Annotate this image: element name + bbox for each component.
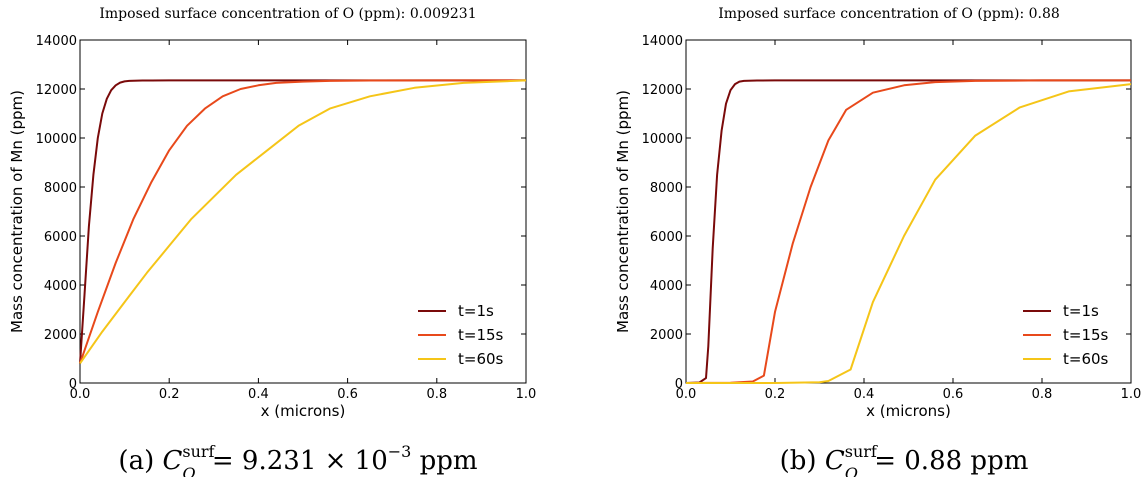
y-tick-label: 12000 [642,83,683,98]
plot-frame [685,39,1132,384]
x-tick-label: 0.6 [943,387,964,402]
y-axis-label: Mass concentration of Mn (ppm) [8,90,26,333]
y-tick-label: 4000 [650,279,683,294]
y-tick-label: 10000 [36,132,77,147]
y-tick-label: 2000 [44,328,77,343]
x-tick-label: 0.2 [159,387,180,402]
y-tick-label: 4000 [44,279,77,294]
plot-frame [79,39,527,384]
x-tick-label: 0.4 [248,387,269,402]
chart-title: Imposed surface concentration of O (ppm)… [718,6,1060,22]
y-axis-label: Mass concentration of Mn (ppm) [614,90,632,333]
x-tick-label: 0.4 [854,387,875,402]
y-tick-label: 14000 [36,34,77,49]
chart-a: Imposed surface concentration of O (ppm)… [8,6,536,477]
legend-label: t=1s [458,302,494,320]
series-line-t-1s [79,79,526,364]
series-line-t-15s [685,79,1131,384]
series-line-t-1s [685,79,1131,384]
y-tick-label: 6000 [44,230,77,245]
y-tick-label: 0 [675,377,683,392]
y-tick-label: 0 [69,377,77,392]
x-tick-label: 0.8 [426,387,447,402]
y-tick-label: 8000 [650,181,683,196]
legend: t=1s t=15s t=60s [1023,302,1109,368]
x-axis-label: x (microns) [261,402,346,420]
series-line-t-60s [79,79,527,364]
x-tick-label: 0.0 [676,387,697,402]
series-line-t-60s [686,83,1132,384]
x-tick-label: 0.6 [337,387,358,402]
legend-label: t=15s [458,326,504,344]
x-tick-label: 1.0 [516,387,537,402]
x-tick-label: 1.0 [1121,387,1142,402]
x-tick-label: 0.2 [765,387,786,402]
legend: t=1s t=15s t=60s [418,302,504,368]
figure-caption: (b) Csurf O = 0.88 ppm [780,442,1029,477]
y-tick-label: 8000 [44,181,77,196]
chart-title: Imposed surface concentration of O (ppm)… [99,6,476,22]
legend-label: t=1s [1063,302,1099,320]
x-tick-label: 0.0 [70,387,91,402]
y-tick-label: 12000 [36,83,77,98]
y-tick-label: 2000 [650,328,683,343]
legend-label: t=60s [1063,350,1109,368]
legend-label: t=60s [458,350,504,368]
series-line-t-15s [79,79,526,364]
x-tick-label: 0.8 [1032,387,1053,402]
chart-b: Imposed surface concentration of O (ppm)… [614,6,1141,477]
y-tick-label: 10000 [642,132,683,147]
legend-label: t=15s [1063,326,1109,344]
y-tick-label: 14000 [642,34,683,49]
x-axis-label: x (microns) [866,402,951,420]
y-tick-label: 6000 [650,230,683,245]
figure-caption: (a) Csurf O = 9.231 × 10−3 ppm [118,442,477,477]
